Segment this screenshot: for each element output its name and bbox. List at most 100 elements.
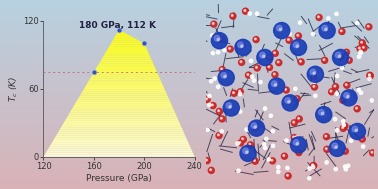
Circle shape (313, 85, 314, 87)
Circle shape (220, 117, 222, 119)
Polygon shape (104, 53, 150, 55)
Circle shape (283, 87, 289, 93)
Polygon shape (86, 83, 163, 85)
Point (116, 28, 122, 31)
Circle shape (288, 32, 291, 36)
Circle shape (359, 51, 362, 55)
Circle shape (290, 137, 307, 153)
Circle shape (239, 90, 240, 92)
Circle shape (308, 177, 311, 180)
Circle shape (297, 151, 299, 153)
Circle shape (256, 67, 257, 68)
Circle shape (343, 165, 347, 168)
Circle shape (296, 97, 297, 99)
Polygon shape (105, 51, 149, 53)
Circle shape (288, 39, 289, 40)
X-axis label: Pressure (GPa): Pressure (GPa) (86, 174, 152, 183)
Polygon shape (73, 106, 173, 108)
Polygon shape (112, 40, 143, 43)
Circle shape (287, 174, 288, 176)
Circle shape (239, 141, 241, 143)
Circle shape (236, 142, 239, 145)
Circle shape (240, 145, 256, 161)
Circle shape (208, 103, 211, 107)
Circle shape (216, 108, 222, 115)
Polygon shape (107, 49, 148, 51)
Circle shape (240, 44, 242, 46)
Circle shape (342, 123, 348, 129)
Circle shape (244, 10, 246, 11)
Circle shape (335, 129, 339, 132)
Circle shape (357, 46, 363, 52)
Circle shape (254, 127, 256, 129)
Circle shape (335, 52, 341, 58)
Circle shape (285, 98, 291, 103)
Circle shape (229, 105, 231, 108)
Circle shape (230, 13, 236, 19)
Circle shape (363, 46, 364, 48)
Polygon shape (56, 134, 185, 136)
Circle shape (251, 75, 254, 78)
Circle shape (212, 104, 213, 106)
Circle shape (285, 88, 287, 90)
Polygon shape (46, 150, 193, 153)
Circle shape (298, 117, 299, 119)
Circle shape (342, 127, 344, 129)
Circle shape (255, 12, 259, 15)
Circle shape (366, 24, 372, 30)
Circle shape (311, 163, 317, 169)
Polygon shape (65, 119, 179, 121)
Circle shape (248, 12, 251, 15)
Circle shape (268, 66, 270, 67)
Circle shape (313, 80, 316, 83)
Circle shape (279, 28, 282, 31)
Circle shape (213, 77, 216, 80)
Circle shape (243, 148, 248, 154)
Circle shape (300, 60, 301, 62)
Text: 180 GPa, 112 K: 180 GPa, 112 K (79, 21, 156, 30)
Circle shape (335, 146, 337, 148)
Polygon shape (101, 57, 152, 60)
Circle shape (342, 148, 348, 154)
Polygon shape (85, 85, 164, 87)
Polygon shape (100, 60, 152, 62)
Circle shape (262, 143, 266, 146)
Circle shape (296, 149, 302, 156)
Circle shape (245, 149, 248, 152)
Circle shape (218, 110, 220, 112)
Polygon shape (45, 153, 194, 155)
Polygon shape (61, 125, 181, 127)
Circle shape (246, 151, 248, 153)
Circle shape (334, 167, 338, 171)
Circle shape (281, 153, 287, 159)
Circle shape (277, 170, 280, 174)
Circle shape (323, 59, 325, 60)
Polygon shape (75, 102, 171, 104)
Circle shape (239, 43, 245, 49)
Circle shape (220, 130, 223, 133)
Circle shape (311, 166, 315, 169)
Circle shape (333, 84, 339, 90)
Circle shape (243, 8, 249, 14)
Circle shape (219, 36, 225, 43)
Circle shape (344, 82, 350, 88)
Circle shape (272, 50, 278, 56)
Circle shape (286, 166, 289, 170)
Polygon shape (94, 70, 157, 72)
Circle shape (231, 90, 237, 96)
Circle shape (254, 160, 256, 161)
Circle shape (270, 158, 276, 164)
Circle shape (211, 51, 215, 55)
Circle shape (344, 93, 349, 98)
Polygon shape (60, 127, 183, 129)
Polygon shape (88, 81, 162, 83)
Polygon shape (93, 72, 158, 74)
Circle shape (211, 33, 228, 49)
Circle shape (308, 167, 311, 170)
Circle shape (254, 38, 256, 40)
Circle shape (291, 135, 297, 141)
Circle shape (347, 95, 349, 98)
Circle shape (206, 98, 207, 100)
Circle shape (308, 72, 312, 75)
Circle shape (322, 57, 328, 63)
